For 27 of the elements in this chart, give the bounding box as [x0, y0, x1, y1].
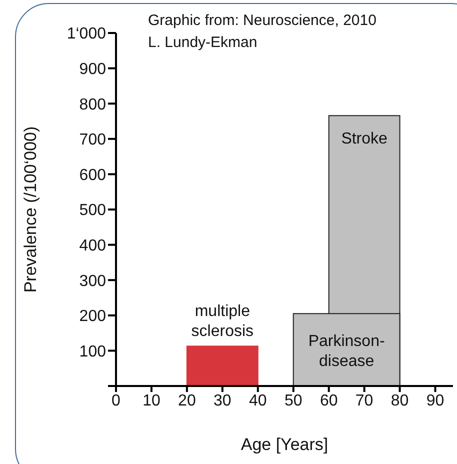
y-tick-label: 100 — [79, 343, 106, 360]
series-label: Stroke — [341, 130, 388, 148]
series-label: multiple sclerosis — [191, 303, 254, 340]
y-tick-label: 500 — [79, 202, 106, 220]
x-tick-label: 10 — [142, 392, 160, 410]
x-axis-title: Age [Years] — [240, 435, 328, 454]
y-tick-label: 900 — [79, 60, 106, 78]
text: Graphic from: Neuroscience, 2010 — [148, 12, 376, 29]
y-tick-label: 400 — [79, 237, 106, 254]
x-tick-label: 0 — [112, 392, 121, 410]
x-tick-label: 50 — [284, 392, 302, 410]
x-tick-label: 80 — [390, 392, 409, 410]
y-axis-title: Prevalence (/100‘000) — [21, 126, 40, 293]
y-tick-label: 300 — [79, 272, 106, 290]
series-label: Parkinson-disease — [308, 332, 385, 370]
x-tick-label: 90 — [426, 392, 444, 410]
x-tick-label: 70 — [355, 392, 374, 410]
y-tick-label: 600 — [79, 166, 106, 184]
x-tick-label: 40 — [248, 392, 267, 410]
y-tick-label: 200 — [79, 308, 106, 326]
x-tick-label: 30 — [214, 392, 232, 410]
y-tick-label: 800 — [79, 96, 106, 114]
y-tick-label: 1‘000 — [66, 26, 106, 43]
x-tick-label: 60 — [320, 392, 338, 410]
annotation: L. Lundy-Ekman — [148, 34, 258, 51]
x-tick-label: 20 — [178, 392, 196, 410]
y-tick-label: 700 — [79, 132, 106, 149]
